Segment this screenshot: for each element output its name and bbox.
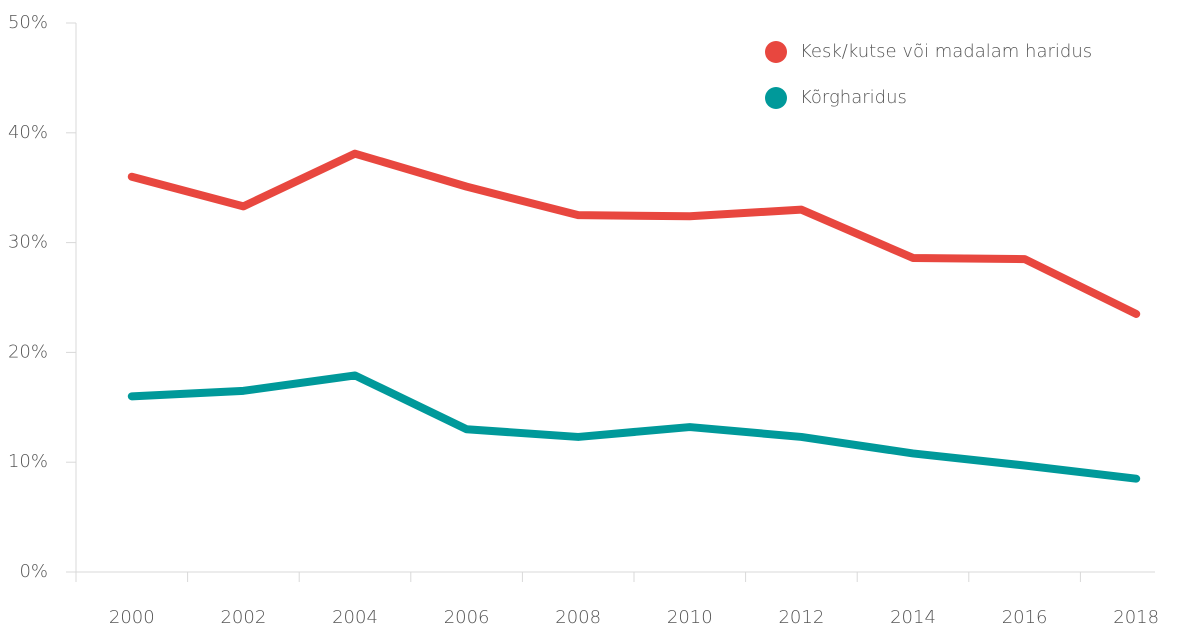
legend-marker [765,87,787,109]
y-tick-label: 50% [8,12,48,33]
x-tick-label: 2012 [778,607,824,628]
series-line [127,149,1141,318]
y-tick-label: 40% [8,122,48,143]
y-tick-label: 30% [8,232,48,253]
x-tick-label: 2002 [220,607,266,628]
x-tick-label: 2018 [1113,607,1159,628]
y-tick-label: 10% [8,451,48,472]
x-tick-label: 2010 [667,607,713,628]
x-tick-label: 2014 [890,607,936,628]
x-tick-label: 2006 [444,607,490,628]
x-tick-label: 2016 [1002,607,1048,628]
x-tick-label: 2000 [109,607,155,628]
legend-marker [765,41,787,63]
legend-label: Kõrgharidus [800,87,907,108]
x-tick-label: 2008 [555,607,601,628]
legend-label: Kesk/kutse või madalam haridus [800,41,1092,62]
y-tick-label: 20% [8,341,48,362]
series-line [127,371,1141,483]
x-tick-label: 2004 [332,607,378,628]
y-tick-label: 0% [19,561,48,582]
